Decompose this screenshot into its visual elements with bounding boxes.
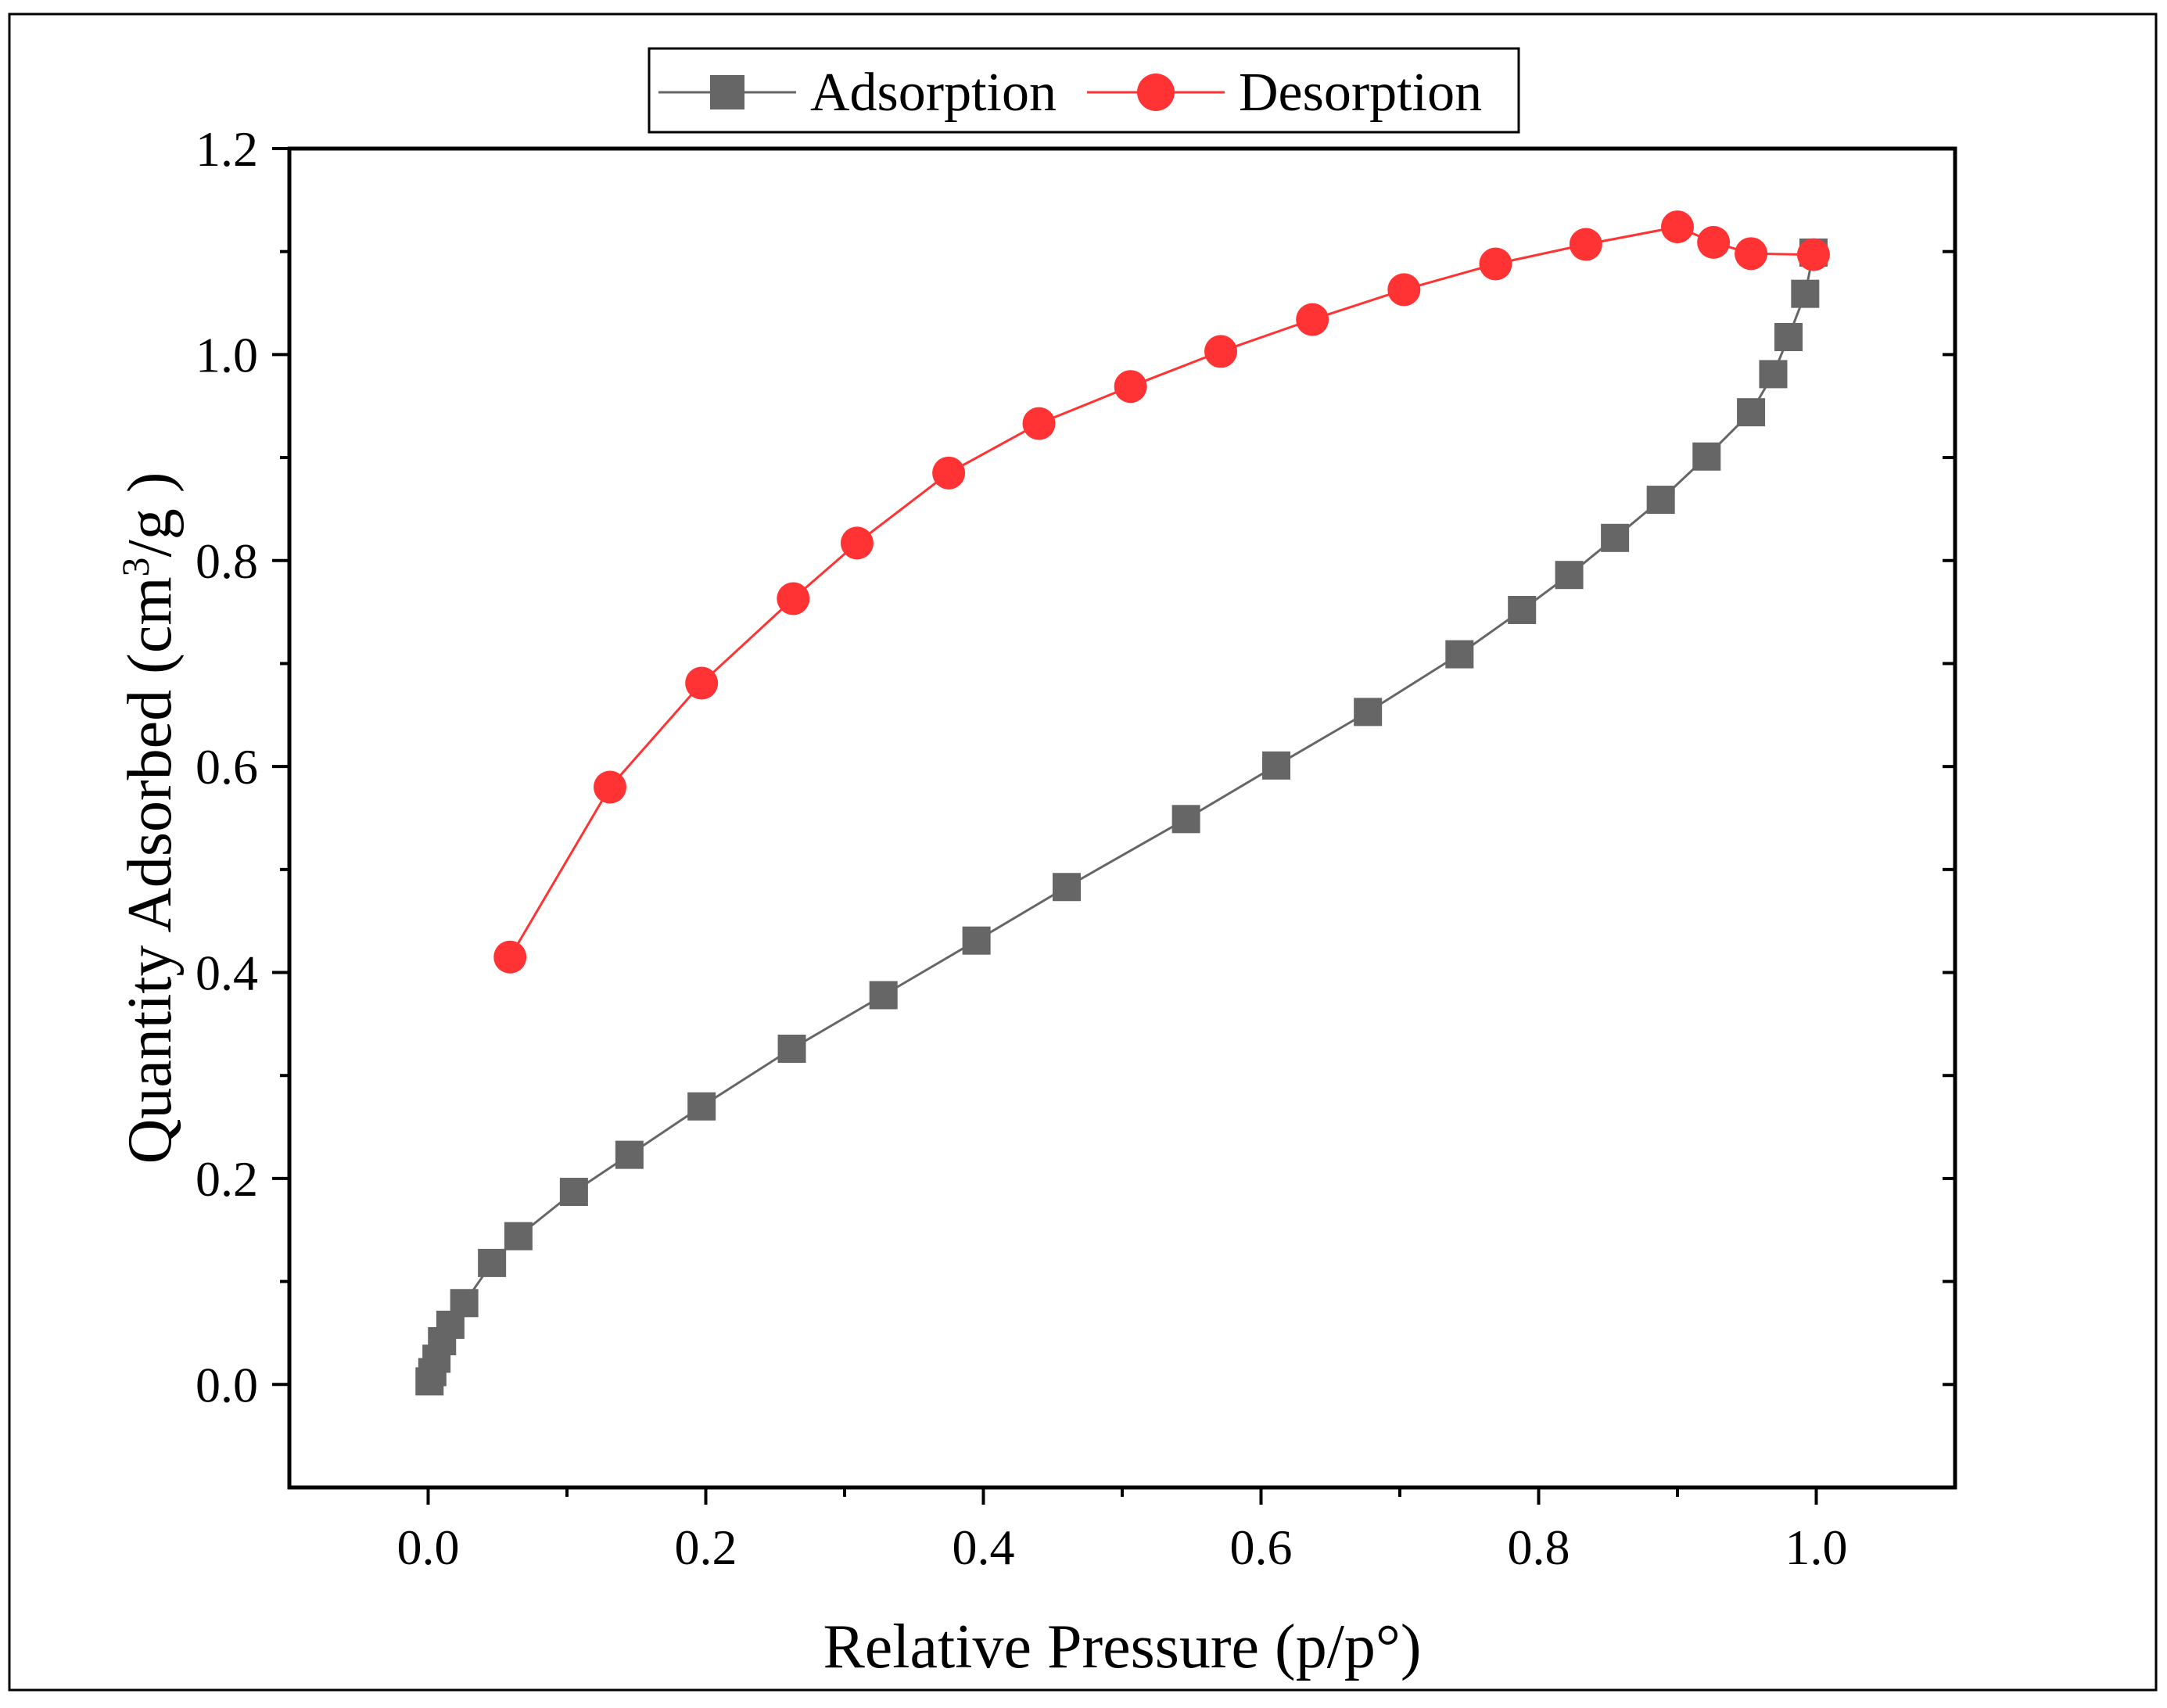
x-tick-labels: 0.0 0.2 0.4 0.6 0.8 1.0 — [397, 1520, 1848, 1575]
y-tick-label: 0.8 — [196, 533, 258, 589]
y-axis-title-main: Quantity Adsorbed (cm — [116, 576, 185, 1164]
data-point-desorption — [1114, 370, 1147, 404]
data-point-adsorption — [450, 1289, 479, 1318]
data-point-adsorption — [1774, 322, 1803, 351]
y-tick-labels: 0.0 0.2 0.4 0.6 0.8 1.0 1.2 — [196, 121, 258, 1412]
y-tick-label: 0.6 — [196, 739, 258, 795]
data-point-adsorption — [478, 1248, 507, 1277]
y-axis-title-superscript: 3 — [113, 557, 157, 576]
data-point-adsorption — [559, 1178, 588, 1207]
y-tick-label: 0.4 — [196, 946, 258, 1001]
data-point-desorption — [1796, 238, 1830, 271]
x-tick-label: 0.6 — [1230, 1520, 1293, 1575]
data-point-adsorption — [1053, 873, 1081, 902]
data-point-adsorption — [1555, 561, 1584, 590]
y-tick-label: 1.2 — [196, 121, 258, 177]
data-point-desorption — [1735, 237, 1768, 271]
data-point-desorption — [594, 770, 627, 804]
x-tick-label: 0.0 — [397, 1520, 460, 1575]
data-point-adsorption — [1601, 523, 1630, 552]
series-line-adsorption — [428, 252, 1815, 1382]
x-tick-label: 0.2 — [675, 1520, 737, 1575]
data-point-desorption — [840, 526, 874, 560]
y-axis-title-tail: /g ) — [116, 472, 185, 558]
data-point-adsorption — [504, 1222, 533, 1250]
y-tick-label: 1.0 — [196, 327, 258, 382]
y-tick-label: 0.2 — [196, 1151, 258, 1207]
data-point-desorption — [1479, 247, 1512, 281]
legend-desorption-marker — [1137, 74, 1175, 111]
data-point-desorption — [1296, 303, 1329, 336]
data-point-adsorption — [1692, 442, 1721, 471]
series-markers — [415, 210, 1830, 1396]
y-tick-label: 0.0 — [196, 1357, 258, 1412]
legend: Adsorption Desorption — [648, 47, 1520, 134]
data-point-desorption — [1697, 225, 1731, 259]
data-point-adsorption — [615, 1140, 644, 1169]
data-point-adsorption — [1445, 640, 1474, 669]
data-point-adsorption — [869, 981, 898, 1010]
data-point-adsorption — [962, 926, 991, 955]
data-point-desorption — [1569, 228, 1602, 261]
data-point-adsorption — [1737, 398, 1766, 427]
data-point-desorption — [1661, 210, 1694, 244]
legend-box — [648, 47, 1520, 134]
x-axis-title: Relative Pressure (p/p°) — [823, 1613, 1421, 1681]
data-point-adsorption — [1262, 751, 1291, 780]
axis-ticks — [272, 147, 1955, 1505]
data-point-desorption — [932, 456, 966, 490]
legend-adsorption-label: Adsorption — [810, 63, 1057, 123]
data-point-desorption — [777, 582, 810, 615]
data-point-adsorption — [1791, 279, 1820, 308]
data-point-adsorption — [1759, 360, 1788, 389]
data-point-adsorption — [1354, 698, 1383, 727]
plot-area-frame — [287, 146, 1957, 1490]
figure-frame — [8, 13, 2158, 1692]
data-point-adsorption — [1508, 595, 1537, 624]
data-point-desorption — [493, 940, 527, 974]
x-tick-label: 1.0 — [1785, 1520, 1848, 1575]
data-point-desorption — [1387, 273, 1421, 307]
x-tick-label: 0.4 — [953, 1520, 1015, 1575]
series-line-desorption — [508, 225, 1814, 958]
data-point-desorption — [1022, 407, 1056, 440]
x-tick-label: 0.8 — [1508, 1520, 1570, 1575]
legend-adsorption-marker — [710, 75, 744, 109]
data-point-adsorption — [777, 1034, 806, 1063]
data-point-adsorption — [687, 1092, 716, 1121]
data-point-desorption — [1204, 335, 1238, 368]
y-axis-title: Quantity Adsorbed (cm3/g ) — [113, 472, 185, 1164]
data-point-adsorption — [1646, 486, 1675, 515]
data-point-adsorption — [1171, 805, 1200, 834]
legend-desorption-label: Desorption — [1239, 63, 1482, 123]
data-point-desorption — [685, 666, 719, 700]
